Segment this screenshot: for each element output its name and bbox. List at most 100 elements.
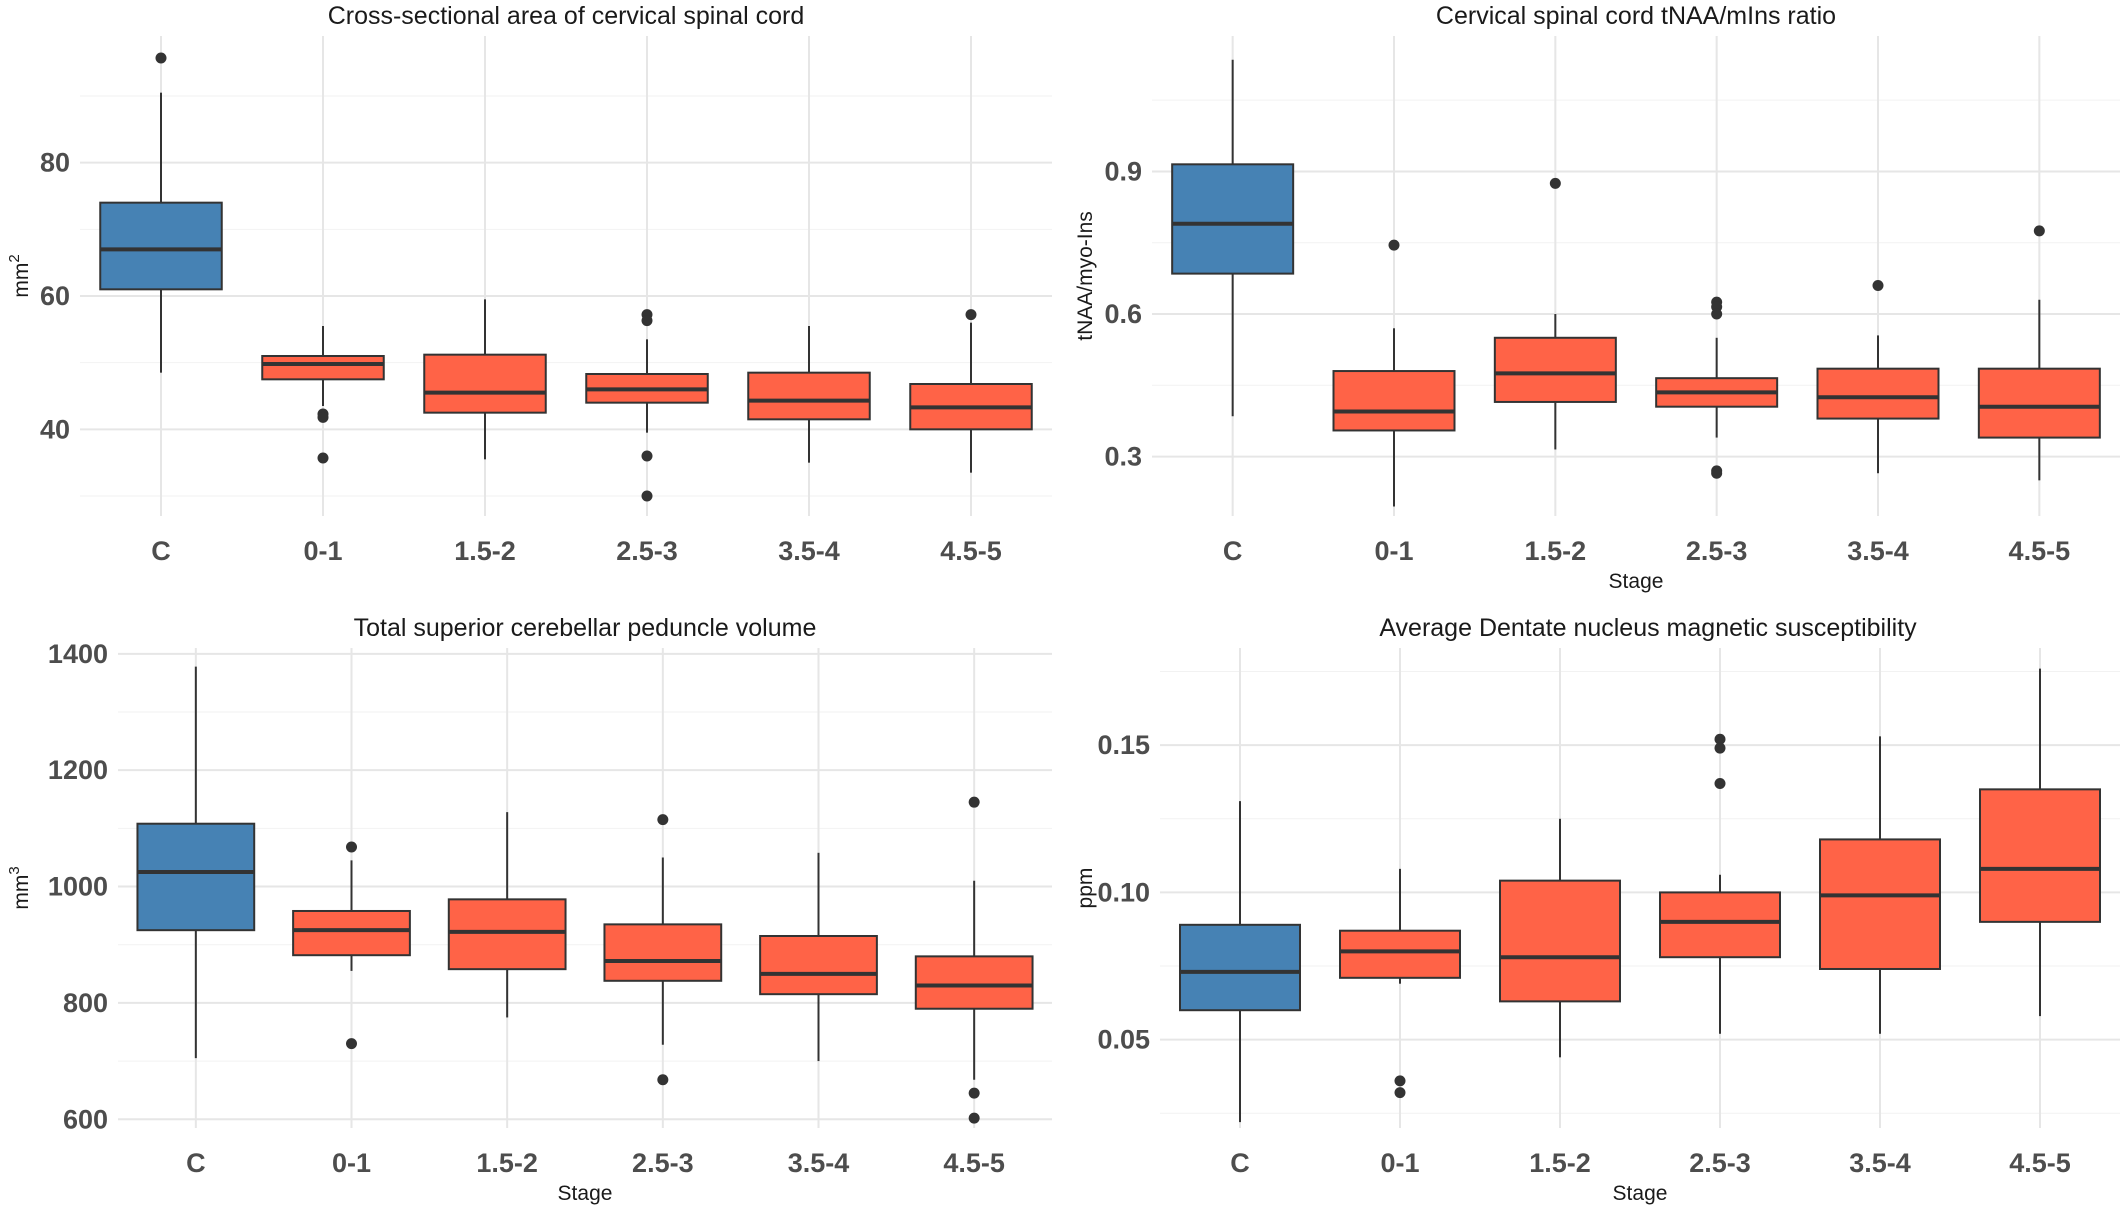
chart-title: Average Dentate nucleus magnetic suscept…: [1379, 614, 1917, 642]
x-tick-label: 4.5-5: [2009, 1148, 2071, 1178]
box-C: [136, 822, 256, 932]
y-tick-label: 0.15: [1097, 730, 1150, 760]
box-1.5-2: [1493, 336, 1617, 403]
y-tick-label: 40: [40, 414, 70, 444]
x-tick-label: 0-1: [1374, 536, 1413, 566]
y-tick-label: 1400: [48, 639, 108, 669]
chart-title: Cross-sectional area of cervical spinal …: [328, 2, 805, 30]
outlier-point: [317, 411, 329, 423]
outlier-point: [968, 1112, 980, 1124]
chart-panel-4: 0.05 0.10 0.15 C 0-1 1.5-2 2.5-3 3.5-4 4.5-5 Aver…: [1074, 614, 2120, 1205]
x-tick-label: 4.5-5: [940, 536, 1002, 566]
x-tick-label: 1.5-2: [1529, 1148, 1591, 1178]
box-4.5-5: [1979, 788, 2101, 923]
y-axis-label: tNAA/myo-Ins: [1074, 211, 1097, 341]
box-2.5-3: [603, 923, 723, 982]
chart-title: Total superior cerebellar peduncle volum…: [354, 614, 817, 642]
x-tick-label: 0-1: [303, 536, 342, 566]
outlier-point: [346, 841, 357, 853]
box-0-1: [292, 909, 411, 957]
outlier-point: [1711, 308, 1723, 320]
outlier-point: [1872, 280, 1884, 292]
outlier-point: [2033, 225, 2045, 237]
x-axis-label: Stage: [1609, 570, 1664, 593]
outlier-point: [155, 52, 167, 64]
outlier-point: [317, 452, 329, 464]
outlier-point: [657, 814, 669, 826]
x-tick-label: 3.5-4: [788, 1148, 850, 1178]
y-tick-label: 0.6: [1104, 299, 1142, 329]
box-0-1: [1332, 370, 1456, 432]
outlier-point: [641, 315, 653, 327]
outlier-point: [1714, 777, 1726, 789]
x-tick-label: C: [1230, 1148, 1250, 1178]
y-axis-label: mm2: [6, 254, 33, 297]
y-tick-label: 80: [40, 148, 70, 178]
x-tick-label: 3.5-4: [778, 536, 840, 566]
x-tick-label: 2.5-3: [616, 536, 678, 566]
x-tick-label: 2.5-3: [632, 1148, 694, 1178]
x-axis-label: Stage: [558, 1182, 613, 1205]
outlier-point: [1714, 742, 1726, 754]
x-tick-label: 4.5-5: [943, 1148, 1005, 1178]
outlier-point: [346, 1038, 357, 1050]
y-tick-label: 0.9: [1104, 156, 1142, 186]
outlier-point: [965, 309, 977, 321]
box-0-1: [1339, 929, 1461, 979]
y-tick-label: 0.05: [1097, 1025, 1150, 1055]
box-1.5-2: [447, 898, 567, 971]
y-tick-label: 60: [40, 281, 70, 311]
y-tick-label: 0.3: [1104, 442, 1142, 472]
x-tick-label: 3.5-4: [1847, 536, 1909, 566]
x-axis-label: Stage: [1613, 1182, 1668, 1205]
x-tick-label: 2.5-3: [1686, 536, 1748, 566]
x-tick-label: C: [1223, 536, 1243, 566]
box-4.5-5: [914, 955, 1034, 1010]
x-tick-label: 0-1: [332, 1148, 371, 1178]
outlier-point: [1714, 733, 1726, 745]
x-tick-label: 4.5-5: [2009, 536, 2071, 566]
y-tick-label: 0.10: [1097, 877, 1150, 907]
x-tick-label: C: [186, 1148, 206, 1178]
outlier-point: [657, 1074, 669, 1086]
x-tick-label: 2.5-3: [1689, 1148, 1751, 1178]
x-tick-label: 3.5-4: [1849, 1148, 1911, 1178]
outlier-point: [1388, 239, 1400, 251]
outlier-point: [641, 450, 653, 462]
outlier-point: [1394, 1087, 1406, 1099]
y-axis-label: mm3: [6, 866, 33, 909]
y-tick-label: 1200: [48, 755, 108, 785]
outlier-point: [1711, 467, 1723, 479]
box-1.5-2: [1499, 879, 1621, 1003]
box-C: [99, 201, 223, 291]
box-1.5-2: [423, 353, 547, 414]
box-2.5-3: [1659, 891, 1781, 959]
box-3.5-4: [1819, 838, 1941, 970]
chart-title: Cervical spinal cord tNAA/mIns ratio: [1436, 2, 1836, 30]
box-3.5-4: [759, 935, 878, 996]
x-tick-label: 0-1: [1380, 1148, 1419, 1178]
x-tick-label: 1.5-2: [1525, 536, 1587, 566]
chart-panel-3: 600 800 1000 1200 1400 C 0-1 1.5-2 2.5-3 3.5-4 4.5…: [6, 614, 1052, 1205]
outlier-point: [1394, 1075, 1406, 1087]
box-3.5-4: [747, 371, 871, 421]
y-tick-label: 800: [63, 988, 108, 1018]
outlier-point: [641, 490, 653, 502]
chart-panel-2: 0.3 0.6 0.9 C 0-1 1.5-2 2.5-3 3.5-4 4.5-5 Cervica…: [1074, 2, 2120, 593]
box-0-1: [261, 355, 385, 381]
y-tick-label: 600: [63, 1104, 108, 1134]
x-tick-label: 1.5-2: [454, 536, 516, 566]
outlier-point: [1549, 177, 1561, 189]
y-tick-label: 1000: [48, 872, 108, 902]
outlier-point: [968, 1087, 980, 1099]
y-axis-label: ppm: [1074, 868, 1097, 909]
x-tick-label: 1.5-2: [476, 1148, 538, 1178]
x-tick-label: C: [151, 536, 171, 566]
outlier-point: [968, 796, 980, 808]
chart-panel-1: 40 60 80 C 0-1 1.5-2 2.5-3 3.5-4 4.5-5 Cross-sect…: [6, 2, 1052, 566]
box-3.5-4: [1816, 367, 1940, 420]
box-4.5-5: [1977, 367, 2101, 439]
box-C: [1179, 923, 1301, 1012]
box-C: [1171, 163, 1295, 275]
